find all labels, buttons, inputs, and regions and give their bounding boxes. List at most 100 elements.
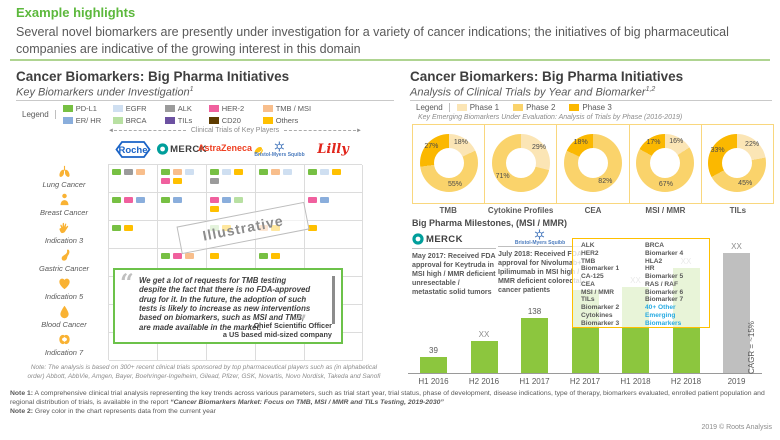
quote-box: “ We get a lot of requests for TMB testi… <box>113 268 343 344</box>
legend-item-cd20: CD20 <box>208 116 263 125</box>
donut-slice-label: 17% <box>646 138 661 146</box>
biomarker-dot-er-hr <box>173 197 182 203</box>
person-icon <box>22 192 106 207</box>
left-panel-subtitle: Key Biomarkers under Investigation1 <box>16 86 194 99</box>
biomarker-item-her2: HER2 <box>581 249 599 257</box>
bms-logo-icon: Bristol-Myers Squibb <box>254 140 305 158</box>
biomarker-dot-others <box>173 178 182 184</box>
footnotes: Note 1: A comprehensive clinical trial a… <box>10 390 772 416</box>
donut-chart-msi-mmr: 16% 67% 17% <box>636 134 695 192</box>
note-2-label: Note 2: <box>10 407 34 415</box>
lilly-logo-icon: Lilly <box>317 141 349 157</box>
bar-value-label: 138 <box>527 306 542 316</box>
matrix-cell-lung-cancer-bristol-myers-squibb <box>256 165 305 193</box>
note-1-text: A comprehensive clinical trial analysis … <box>10 390 765 406</box>
er-hr-swatch-icon <box>62 117 73 124</box>
matrix-cell-lung-cancer-lilly <box>305 165 363 193</box>
biomarker-item-brca: BRCA <box>645 242 665 249</box>
legend-items: PD-L1 EGFR ALK HER-2 TMB / MSI ER/ HR BRCA TILs… <box>62 104 325 125</box>
milestone-text: May 2017: Received FDA approval for Keyt… <box>412 252 496 297</box>
bar-h2-2016 <box>470 341 498 373</box>
milestone-logo: Bristol-Myers Squibb <box>498 228 582 246</box>
biomarker-list-box: ALK HER2 TMB Biomarker 1 CA-125 CEA MSI / MMR T… <box>572 238 710 328</box>
milestone-bms: Bristol-Myers Squibb July 2018: Received … <box>498 228 582 295</box>
matrix-cell-indication-3-roche <box>109 221 158 249</box>
legend-item-label: ALK <box>177 104 192 113</box>
phase-label: Phase 2 <box>526 103 556 112</box>
matrix-row-header-gastric-cancer: Gastric Cancer <box>22 248 106 273</box>
phase-legend-item-phase-1: Phase 1 <box>456 103 500 112</box>
biomarker-dot-pd-l1 <box>259 253 268 259</box>
biomarker-item-biomarker-7: Biomarker 7 <box>645 296 684 304</box>
her-2-swatch-icon <box>208 105 219 112</box>
dashed-line <box>113 130 186 131</box>
donut-title-msi-mmr: MSI / MMR <box>645 206 686 215</box>
biomarker-item-tmb: TMB <box>581 257 596 265</box>
company-logo-astrazeneca: AstraZeneca <box>198 139 263 159</box>
biomarker-dot-her-2 <box>161 178 170 184</box>
donut-chart-strip: 18% 55% 27% 29% 71% 82% 18% 16% 67% 17% 22% 45% 33% <box>412 124 774 204</box>
others-swatch-icon <box>262 117 273 124</box>
legend-item-egfr: EGFR <box>112 104 165 113</box>
quote-attribution-org: a US based mid-sized company <box>222 329 332 339</box>
legend-label: Legend <box>416 103 450 112</box>
biomarker-dot-her-2 <box>308 197 317 203</box>
note-1: Note 1: A comprehensive clinical trial a… <box>10 390 772 408</box>
donut-slice-label: 27% <box>424 143 439 151</box>
matrix-row-label: Indication 5 <box>44 292 84 301</box>
legend-item-label: CD20 <box>221 116 241 125</box>
x-axis-label-h1-2016: H1 2016 <box>418 377 449 386</box>
matrix-row-headers: Lung Cancer Breast Cancer Indication 3 Gast… <box>22 164 106 360</box>
milestone-logo: MERCK <box>412 232 496 246</box>
matrix-cell-breast-cancer-merck <box>158 193 207 221</box>
biomarker-dot-others <box>210 206 219 212</box>
donut-slice-label: 18% <box>573 139 588 147</box>
biomarker-dot-pd-l1 <box>112 197 121 203</box>
biomarker-dot-brca <box>234 197 243 203</box>
biomarker-item-biomarker-5: Biomarker 5 <box>645 273 684 281</box>
matrix-cell-indication-7-astrazeneca <box>207 333 256 361</box>
biomarker-dot-alk <box>124 169 133 175</box>
milestones-title: Big Pharma Milestones, (MSI / MMR) <box>412 218 568 228</box>
bms-logo-icon: Bristol-Myers Squibb <box>515 228 565 246</box>
biomarker-dot-her-2 <box>210 197 219 203</box>
note-1-report-title: “Cancer Biomarkers Market: Focus on TMB,… <box>170 398 444 406</box>
matrix-cell-indication-7-roche <box>109 333 158 361</box>
legend-item-tmb-msi: TMB / MSI <box>262 104 325 113</box>
donut-slice-label: 18% <box>453 139 468 147</box>
biomarker-dot-egfr <box>185 169 194 175</box>
milestone-divider <box>498 246 582 247</box>
legend-item-others: Others <box>262 116 325 125</box>
matrix-row-header-blood-cancer: Blood Cancer <box>22 304 106 329</box>
matrix-row-header-indication-7: Indication 7 <box>22 332 106 357</box>
donut-slice-label: 82% <box>598 177 613 185</box>
legend-item-label: HER-2 <box>221 104 245 113</box>
phase-label: Phase 1 <box>469 103 500 112</box>
matrix-row-label: Indication 3 <box>44 236 84 245</box>
cagr-label: CAGR = ~15% <box>747 321 756 374</box>
heart-icon <box>22 276 106 291</box>
biomarker-item-biomarker-6: Biomarker 6 <box>645 288 684 296</box>
brca-swatch-icon <box>112 117 123 124</box>
hand-icon <box>22 220 106 235</box>
biomarker-dot-alk <box>210 178 219 184</box>
biomarker-dot-pd-l1 <box>161 253 170 259</box>
svg-text:Roche: Roche <box>118 145 147 156</box>
axis-caption-text: Clinical Trials of Key Players <box>190 127 280 134</box>
note-2: Note 2: Grey color in the chart represen… <box>10 408 772 417</box>
matrix-cell-breast-cancer-lilly <box>305 193 363 221</box>
arrow-right-icon: ► <box>356 127 362 134</box>
donut-slice-label: 71% <box>495 172 510 180</box>
donut-caption: Key Emerging Biomarkers Under Evaluation… <box>418 114 683 121</box>
legend-item-label: TMB / MSI <box>275 104 312 113</box>
copyright: 2019 © Roots Analysis <box>701 424 772 431</box>
merck-logo-icon: MERCK <box>156 143 207 155</box>
quote-attribution-role: - Chief Scientific Officer <box>249 320 332 330</box>
milestone-text: July 2018: Received FDA approval for Niv… <box>498 250 582 295</box>
milestone-block-bristol-myers-squibb: Bristol-Myers Squibb July 2018: Received … <box>498 228 582 295</box>
milestone-merck: MERCK May 2017: Received FDA approval for… <box>412 232 496 297</box>
matrix-row-header-indication-3: Indication 3 <box>22 220 106 245</box>
milestone-divider <box>412 248 496 249</box>
biomarker-item-tils: TILs <box>581 296 595 304</box>
left-panel-divider <box>16 100 394 101</box>
